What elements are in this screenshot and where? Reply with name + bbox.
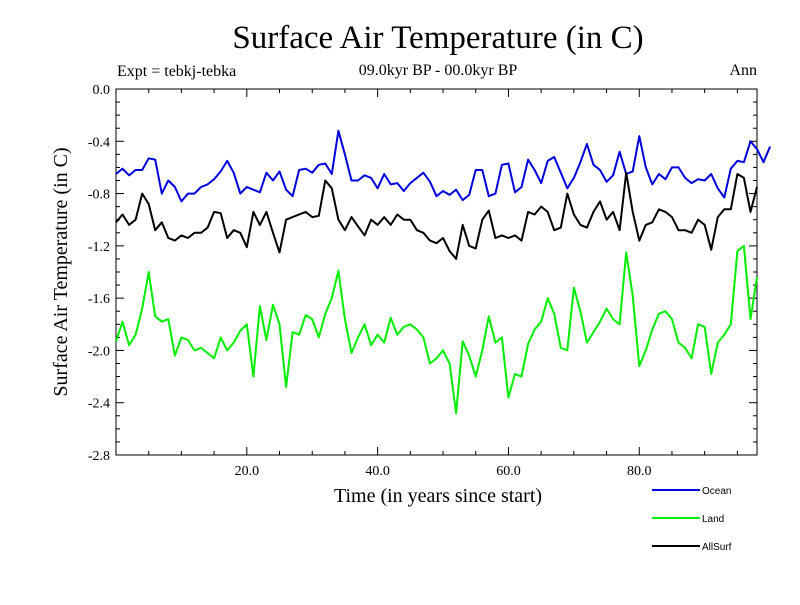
- chart-title: Surface Air Temperature (in C): [232, 20, 643, 56]
- y-tick-label: -2.0: [88, 344, 110, 359]
- x-tick-label: 20.0: [235, 464, 260, 479]
- x-tick-label: 80.0: [627, 464, 652, 479]
- experiment-label: Expt = tebkj-tebka: [117, 63, 236, 80]
- legend: Ocean Land AllSurf: [652, 486, 732, 553]
- y-tick-label: -0.4: [88, 135, 110, 150]
- legend-label-ocean: Ocean: [702, 486, 731, 497]
- y-tick-label: -2.8: [88, 449, 110, 464]
- legend-label-land: Land: [702, 514, 724, 525]
- y-axis-label: Surface Air Temperature (in C): [50, 147, 72, 396]
- y-tick-label: -1.2: [88, 240, 110, 255]
- plot-frame: [115, 88, 758, 456]
- chart-subtitle: 09.0kyr BP - 00.0kyr BP: [359, 62, 518, 79]
- y-tick-label: -2.4: [88, 397, 110, 412]
- series-line-land: [115, 244, 758, 415]
- axes-ticks: 0.0 -0.4 -0.8 -1.2 -1.6 -2.0 -2.4 -2.8 20.0 40.0 6…: [88, 83, 757, 479]
- x-tick-label: 60.0: [496, 464, 521, 479]
- x-tick-label: 40.0: [365, 464, 390, 479]
- series-lines: [115, 129, 772, 415]
- series-line-ocean: [115, 129, 772, 203]
- season-label: Ann: [729, 62, 757, 79]
- y-tick-label: 0.0: [93, 83, 111, 98]
- y-tick-label: -0.8: [88, 188, 110, 203]
- series-line-allsurf: [115, 171, 758, 260]
- x-axis-label: Time (in years since start): [334, 485, 542, 507]
- legend-label-allsurf: AllSurf: [702, 542, 732, 553]
- y-tick-label: -1.6: [88, 292, 110, 307]
